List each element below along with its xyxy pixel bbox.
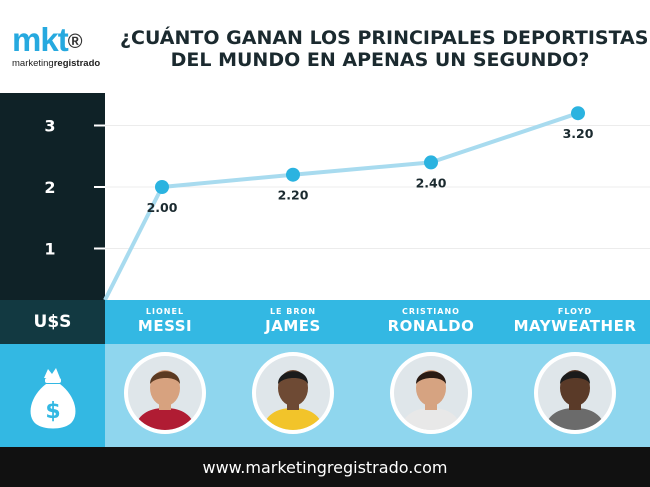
footer-url[interactable]: www.marketingregistrado.com xyxy=(0,447,650,487)
athlete-last-name: MAYWEATHER xyxy=(513,317,637,335)
athlete-name: CRISTIANO RONALDO xyxy=(366,306,496,336)
y-tick-label: 3 xyxy=(44,117,55,136)
y-tick-label: 1 xyxy=(44,240,55,259)
data-label: 3.20 xyxy=(563,126,594,141)
plot-area xyxy=(105,93,650,300)
title-line-2: DEL MUNDO EN APENAS UN SEGUNDO? xyxy=(170,49,590,71)
athlete-last-name: JAMES xyxy=(265,317,321,335)
athlete-first-name: LIONEL xyxy=(145,307,185,316)
data-label: 2.40 xyxy=(416,175,447,190)
athlete-photo xyxy=(124,352,206,434)
logo-subtitle: marketingregistrado xyxy=(12,58,101,69)
data-label: 2.00 xyxy=(147,200,178,215)
athlete-photo xyxy=(534,352,616,434)
currency-label: U$S xyxy=(0,300,105,344)
athlete-first-name: CRISTIANO xyxy=(402,307,460,316)
y-axis-panel xyxy=(0,93,105,300)
athlete-first-name: LE BRON xyxy=(269,307,317,316)
athlete-name: FLOYD MAYWEATHER xyxy=(510,306,640,336)
data-point xyxy=(424,155,438,170)
athlete-last-name: MESSI xyxy=(137,317,193,335)
names-row xyxy=(0,300,650,344)
athlete-name: LE BRON JAMES xyxy=(228,306,358,336)
data-point xyxy=(571,106,585,121)
header: mkt® marketingregistrado ¿CUÁNTO GANAN L… xyxy=(0,0,650,93)
line-chart: 1 2 3 2.00 2.20 2.40 3.20 xyxy=(44,106,650,300)
svg-text:$: $ xyxy=(45,399,60,424)
athlete-photo xyxy=(252,352,334,434)
data-point xyxy=(155,180,169,194)
money-bag-cell: $ xyxy=(0,344,105,447)
athlete-photo xyxy=(390,352,472,434)
logo-mark: mkt® xyxy=(12,21,82,58)
brand-logo[interactable]: mkt® marketingregistrado xyxy=(12,22,112,72)
data-label: 2.20 xyxy=(278,188,309,203)
athlete-first-name: FLOYD xyxy=(557,307,593,316)
money-bag-icon: $ xyxy=(30,368,76,429)
data-point xyxy=(286,167,300,182)
page-title: ¿CUÁNTO GANAN LOS PRINCIPALES DEPORTISTA… xyxy=(120,27,649,71)
title-line-1: ¿CUÁNTO GANAN LOS PRINCIPALES DEPORTISTA… xyxy=(120,27,649,49)
athlete-last-name: RONALDO xyxy=(387,317,475,335)
athlete-name: LIONEL MESSI xyxy=(100,306,230,336)
y-tick-label: 2 xyxy=(44,178,55,197)
